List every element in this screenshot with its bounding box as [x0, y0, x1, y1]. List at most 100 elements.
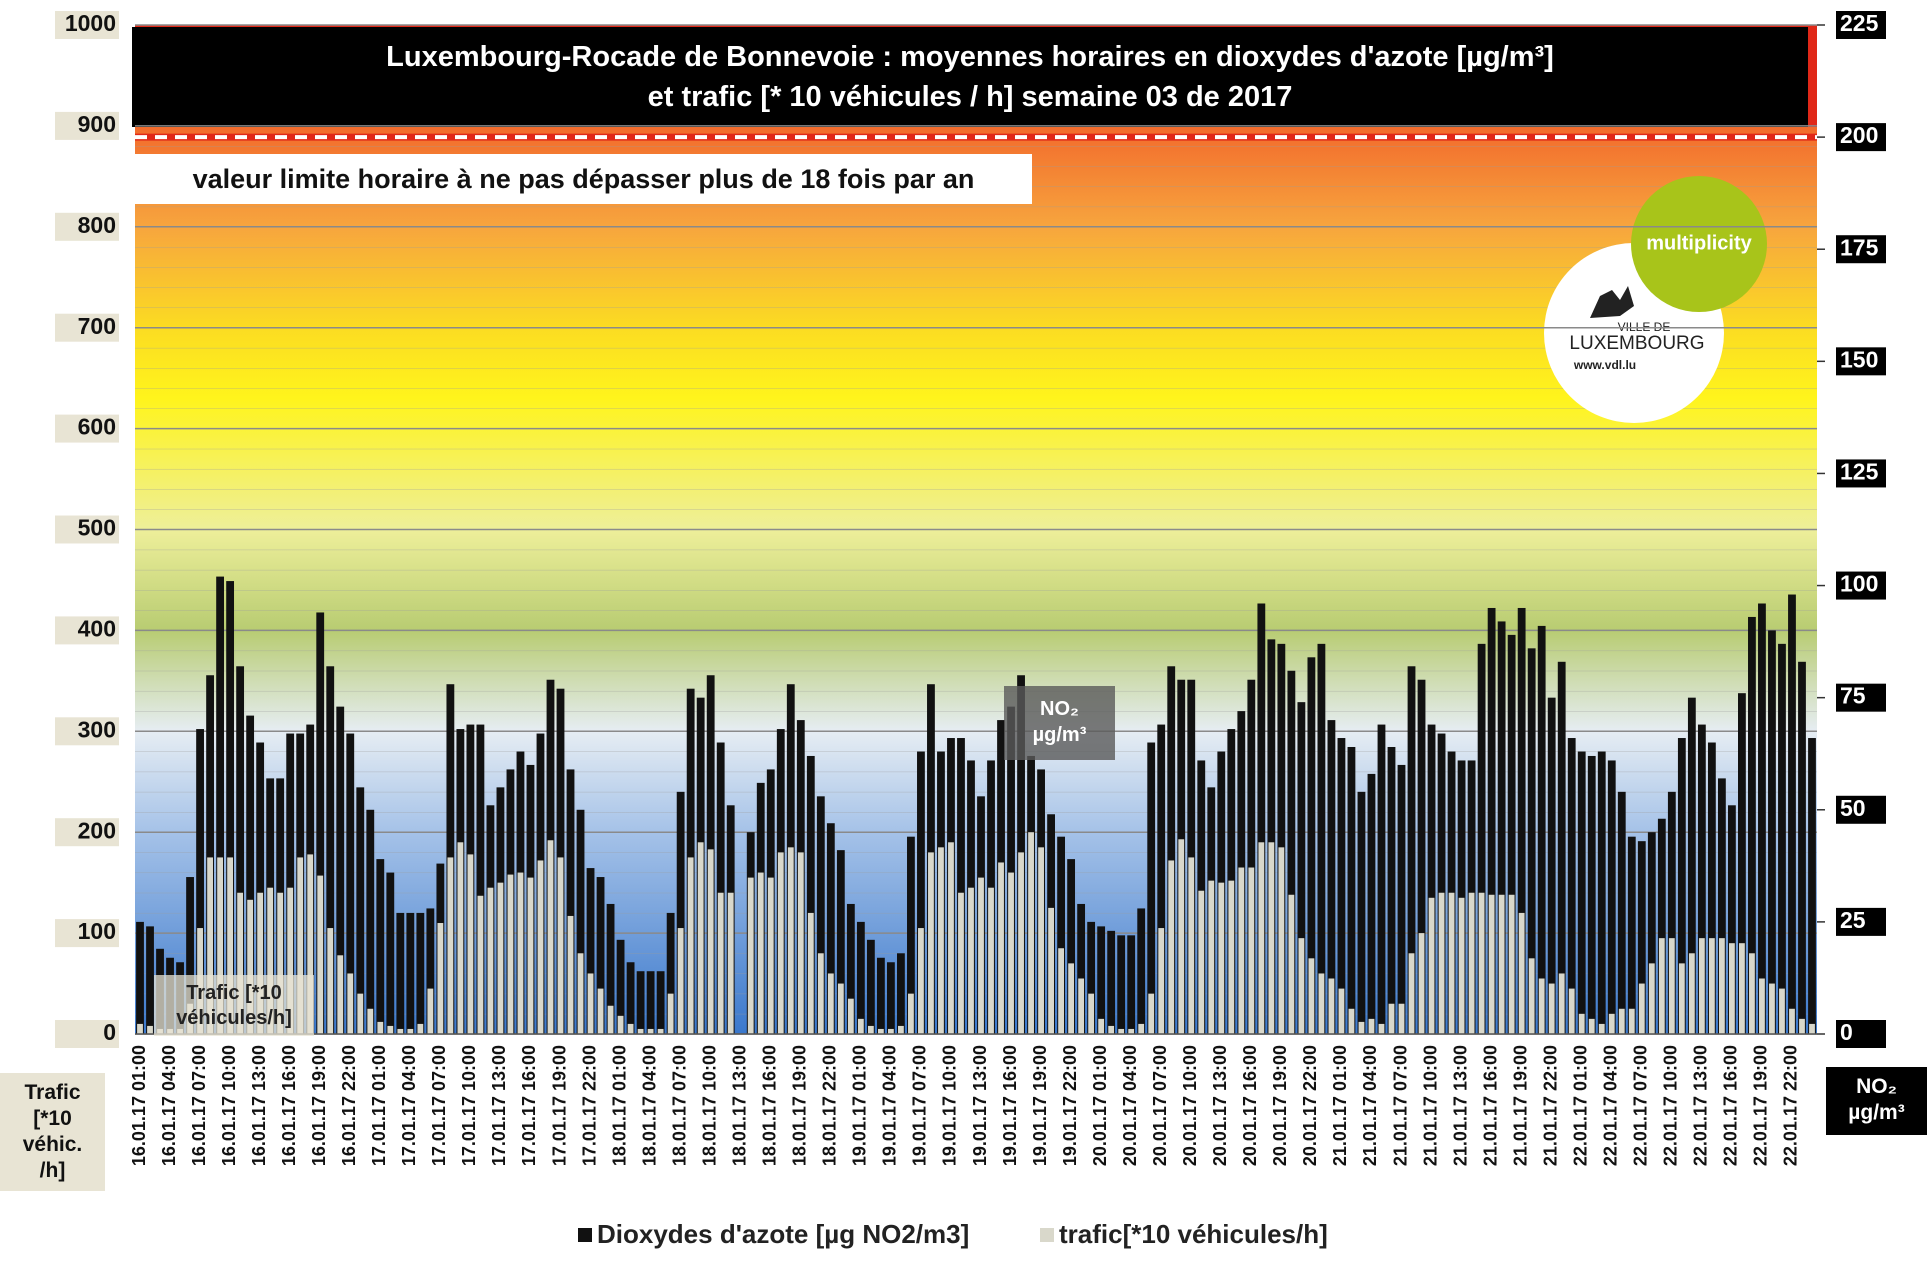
no2-bar — [196, 729, 204, 1034]
traffic-bar — [1458, 897, 1465, 1034]
no2-bar — [1067, 859, 1076, 1034]
traffic-bar — [1278, 847, 1285, 1034]
traffic-bar — [1248, 867, 1255, 1034]
no2-bar — [1297, 702, 1306, 1034]
traffic-bar — [847, 998, 854, 1034]
traffic-bar — [317, 875, 324, 1034]
x-tick-label: 17.01.17 22:00 — [579, 1045, 599, 1166]
no2-bar — [1748, 616, 1756, 1034]
traffic-bar — [1028, 832, 1034, 1034]
no2-bar — [897, 953, 905, 1034]
x-tick-label: 21.01.17 07:00 — [1390, 1045, 1410, 1166]
y-tick-label: 900 — [78, 111, 116, 137]
no2-bar — [1798, 661, 1806, 1034]
traffic-bar — [217, 857, 224, 1034]
tick-label-bg — [55, 212, 119, 241]
traffic-bar — [1108, 1025, 1115, 1034]
no2-bar — [1647, 832, 1656, 1034]
y-tick-label: 100 — [78, 918, 116, 944]
x-tick-label: 21.01.17 19:00 — [1510, 1045, 1530, 1166]
tick-label-bg — [1836, 1020, 1886, 1048]
traffic-bar — [577, 953, 584, 1034]
no2-bar — [1778, 643, 1786, 1034]
traffic-bar — [587, 973, 594, 1034]
traffic-bar — [707, 849, 714, 1034]
no2-bar — [1527, 648, 1536, 1034]
traffic-bar — [1288, 894, 1295, 1034]
tick-label-bg — [55, 11, 119, 39]
traffic-bar — [1468, 892, 1475, 1034]
no2-bar — [1758, 603, 1766, 1034]
x-tick-label: 16.01.17 07:00 — [189, 1045, 209, 1166]
no2-bar — [1487, 607, 1496, 1034]
y-tick-label: 200 — [78, 817, 116, 843]
traffic-bar — [507, 874, 514, 1034]
no2-bar — [1277, 643, 1286, 1034]
traffic-bar — [928, 852, 934, 1034]
traffic-bar — [1568, 988, 1575, 1034]
x-tick-label: 20.01.17 04:00 — [1120, 1045, 1140, 1166]
traffic-bar — [867, 1025, 874, 1034]
no2-bar — [566, 769, 575, 1034]
y2-tick-label: 150 — [1840, 346, 1878, 372]
x-tick-label: 16.01.17 04:00 — [159, 1045, 179, 1166]
tick-label-bg — [1836, 459, 1886, 488]
tick-label-bg — [55, 515, 119, 544]
no2-bar — [1517, 607, 1526, 1034]
traffic-bar — [1558, 973, 1565, 1034]
y2-tick-label: 125 — [1840, 459, 1879, 485]
x-tick-label: 17.01.17 13:00 — [489, 1045, 509, 1166]
no2-bar — [1367, 773, 1376, 1034]
x-tick-label: 19.01.17 13:00 — [970, 1045, 990, 1166]
traffic-bar — [1428, 897, 1435, 1034]
traffic-bar — [1548, 983, 1555, 1034]
x-tick-label: 19.01.17 16:00 — [1000, 1045, 1020, 1166]
traffic-bar — [687, 857, 694, 1034]
traffic-bar — [437, 923, 444, 1034]
traffic-bar — [1398, 1003, 1405, 1034]
no2-bar — [1617, 791, 1626, 1034]
traffic-bar — [1208, 880, 1215, 1034]
traffic-bar — [1158, 928, 1165, 1034]
tick-label-bg — [1836, 571, 1886, 600]
traffic-bar — [1338, 988, 1345, 1034]
x-tick-label: 20.01.17 19:00 — [1270, 1045, 1290, 1166]
traffic-bar — [1148, 993, 1155, 1034]
no2-bar — [1097, 926, 1106, 1034]
traffic-bar — [1718, 938, 1725, 1034]
no2-bar — [186, 877, 194, 1034]
tick-label-bg — [1836, 907, 1886, 936]
x-tick-label: 18.01.17 19:00 — [790, 1045, 810, 1166]
traffic-bar — [1658, 938, 1665, 1034]
x-tick-label: 20.01.17 22:00 — [1300, 1045, 1320, 1166]
no2-bar — [656, 971, 665, 1034]
tick-label-bg — [55, 616, 119, 645]
y-tick-label: 1000 — [65, 10, 116, 36]
x-tick-label: 17.01.17 01:00 — [369, 1045, 389, 1166]
no2-bar — [676, 791, 685, 1034]
no2-bar — [836, 850, 845, 1034]
traffic-bar — [1688, 953, 1695, 1034]
x-tick-label: 20.01.17 13:00 — [1210, 1045, 1230, 1166]
no2-bar — [1627, 836, 1636, 1034]
no2-bar — [957, 738, 965, 1034]
traffic-bar — [547, 840, 554, 1034]
traffic-bar — [817, 953, 824, 1034]
traffic-bar — [247, 899, 254, 1034]
traffic-bar — [918, 928, 924, 1034]
traffic-bar — [697, 842, 704, 1034]
tick-label-bg — [1836, 795, 1886, 824]
traffic-bar — [1308, 958, 1315, 1034]
traffic-bar — [1128, 1028, 1135, 1034]
traffic-bar — [1608, 1013, 1615, 1034]
x-tick-label: 22.01.17 13:00 — [1691, 1045, 1711, 1166]
no2-bar — [1147, 742, 1156, 1034]
traffic-bar — [1408, 953, 1415, 1034]
y-tick-label: 300 — [78, 716, 116, 742]
y-tick-label: 600 — [78, 414, 116, 440]
x-tick-label: 20.01.17 01:00 — [1090, 1045, 1110, 1166]
traffic-bar — [1198, 890, 1205, 1034]
traffic-bar — [777, 852, 784, 1034]
no2-bar — [1107, 930, 1116, 1034]
traffic-bar — [1228, 880, 1235, 1034]
